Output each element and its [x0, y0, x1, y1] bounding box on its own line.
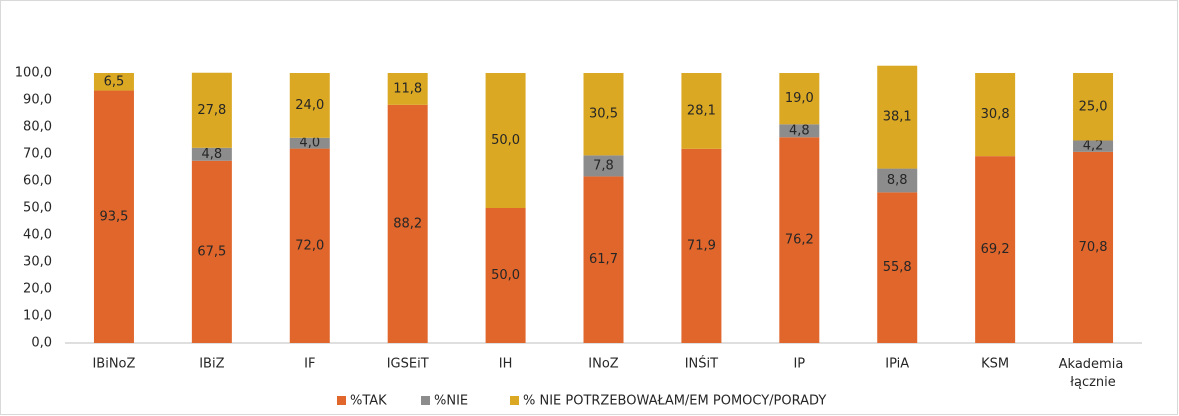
legend-swatch	[337, 396, 346, 405]
bar-segment	[191, 160, 232, 343]
bar-segment	[877, 168, 918, 193]
data-label: 24,0	[295, 98, 324, 113]
data-label: 55,8	[883, 260, 912, 275]
data-label: 4,2	[1083, 139, 1104, 154]
bar-segment	[681, 148, 722, 343]
legend-label: %TAK	[350, 394, 387, 409]
bar-segment	[1073, 151, 1114, 343]
data-label: 67,5	[197, 244, 226, 259]
bar-segment	[583, 73, 624, 156]
bar-segment	[779, 73, 820, 125]
x-tick-label: INoZ	[588, 357, 619, 372]
bar-segment	[387, 73, 428, 105]
bar-segment	[583, 176, 624, 343]
x-tick-label: IH	[499, 357, 513, 372]
bar-segment	[877, 65, 918, 169]
bar-segment	[485, 208, 526, 343]
bar-segment	[1073, 73, 1114, 141]
bar-segment	[289, 137, 330, 149]
data-label: 6,5	[104, 74, 125, 89]
legend-swatch	[421, 396, 430, 405]
data-label: 76,2	[785, 233, 814, 248]
y-tick-label: 40,0	[23, 228, 52, 243]
data-label: 8,8	[887, 173, 908, 188]
data-label: 4,8	[789, 123, 810, 138]
x-tick-label: IPiA	[885, 357, 909, 372]
bar-segment	[779, 137, 820, 343]
data-label: 70,8	[1079, 240, 1108, 255]
bar-segment	[387, 104, 428, 343]
legend-label: % NIE POTRZEBOWAŁAM/EM POMOCY/PORADY	[523, 394, 826, 409]
bar-segment	[975, 156, 1016, 343]
bar-segment	[93, 90, 134, 343]
bar-segment	[289, 73, 330, 138]
bar-segment	[681, 73, 722, 149]
data-label: 11,8	[393, 81, 422, 96]
x-tick-label: KSM	[981, 357, 1009, 372]
y-tick-label: 30,0	[23, 255, 52, 270]
data-label: 50,0	[491, 133, 520, 148]
x-tick-label: IF	[304, 357, 315, 372]
data-label: 27,8	[197, 103, 226, 118]
y-tick-label: 90,0	[23, 93, 52, 108]
bar-segment	[779, 124, 820, 138]
data-label: 69,2	[981, 242, 1010, 257]
y-tick-label: 20,0	[23, 282, 52, 297]
data-label: 72,0	[295, 238, 324, 253]
data-label: 88,2	[393, 216, 422, 231]
data-label: 93,5	[99, 209, 128, 224]
bar-segment	[877, 192, 918, 343]
data-label: 50,0	[491, 268, 520, 283]
data-label: 28,1	[687, 103, 716, 118]
data-label: 30,5	[589, 107, 618, 122]
x-tick-label: INŚiT	[685, 356, 718, 372]
data-label: 25,0	[1079, 99, 1108, 114]
bar-segment	[975, 73, 1016, 157]
y-tick-label: 70,0	[23, 147, 52, 162]
data-label: 19,0	[785, 91, 814, 106]
bar-segment	[93, 73, 134, 91]
legend-swatch	[510, 396, 519, 405]
x-tick-label: IBiZ	[199, 357, 224, 372]
data-label: 30,8	[981, 107, 1010, 122]
data-label: 4,0	[299, 136, 320, 151]
y-tick-label: 80,0	[23, 120, 52, 135]
x-tick-label: IP	[793, 357, 805, 372]
data-label: 7,8	[593, 158, 614, 173]
bar-segment	[191, 72, 232, 148]
data-label: 61,7	[589, 252, 618, 267]
bar-segment	[289, 148, 330, 343]
data-label: 38,1	[883, 110, 912, 125]
x-tick-label: IBiNoZ	[92, 357, 135, 372]
bar-segment	[583, 155, 624, 177]
bar-segment	[1073, 140, 1114, 152]
y-tick-label: 10,0	[23, 309, 52, 324]
y-tick-label: 0,0	[31, 336, 52, 351]
x-tick-label: Akademia łącznie	[1059, 357, 1128, 390]
x-tick-label: IGSEiT	[387, 357, 429, 372]
y-tick-label: 60,0	[23, 174, 52, 189]
legend-label: %NIE	[434, 394, 468, 409]
y-tick-label: 100,0	[15, 66, 52, 81]
bar-segment	[485, 73, 526, 208]
data-label: 71,9	[687, 238, 716, 253]
bar-segment	[191, 147, 232, 161]
data-label: 4,8	[202, 147, 223, 162]
y-tick-label: 50,0	[23, 201, 52, 216]
